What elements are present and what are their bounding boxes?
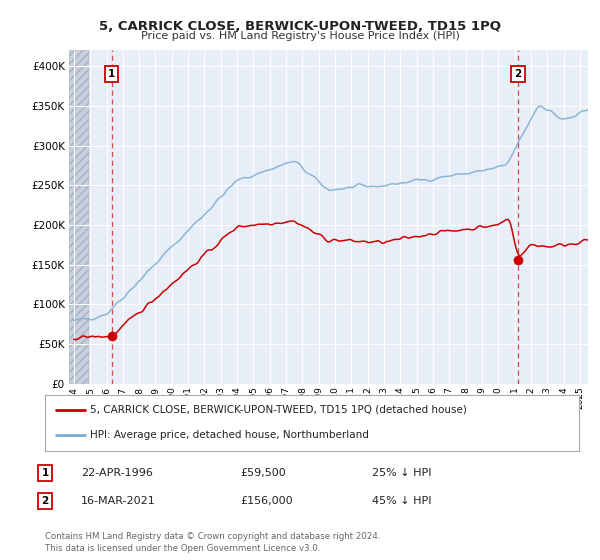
Text: 2: 2	[514, 69, 521, 79]
Text: 5, CARRICK CLOSE, BERWICK-UPON-TWEED, TD15 1PQ: 5, CARRICK CLOSE, BERWICK-UPON-TWEED, TD…	[99, 20, 501, 32]
Bar	[69, 50, 89, 384]
Text: 1: 1	[41, 468, 49, 478]
Text: 2: 2	[41, 496, 49, 506]
Text: 5, CARRICK CLOSE, BERWICK-UPON-TWEED, TD15 1PQ (detached house): 5, CARRICK CLOSE, BERWICK-UPON-TWEED, TD…	[91, 405, 467, 415]
Text: HPI: Average price, detached house, Northumberland: HPI: Average price, detached house, Nort…	[91, 430, 369, 440]
Text: 45% ↓ HPI: 45% ↓ HPI	[372, 496, 431, 506]
Text: Price paid vs. HM Land Registry's House Price Index (HPI): Price paid vs. HM Land Registry's House …	[140, 31, 460, 41]
Text: Contains HM Land Registry data © Crown copyright and database right 2024.
This d: Contains HM Land Registry data © Crown c…	[45, 532, 380, 553]
Text: 22-APR-1996: 22-APR-1996	[81, 468, 153, 478]
Bar	[69, 50, 89, 384]
Text: £156,000: £156,000	[240, 496, 293, 506]
Text: 16-MAR-2021: 16-MAR-2021	[81, 496, 156, 506]
Text: 1: 1	[108, 69, 115, 79]
Text: 25% ↓ HPI: 25% ↓ HPI	[372, 468, 431, 478]
Text: £59,500: £59,500	[240, 468, 286, 478]
